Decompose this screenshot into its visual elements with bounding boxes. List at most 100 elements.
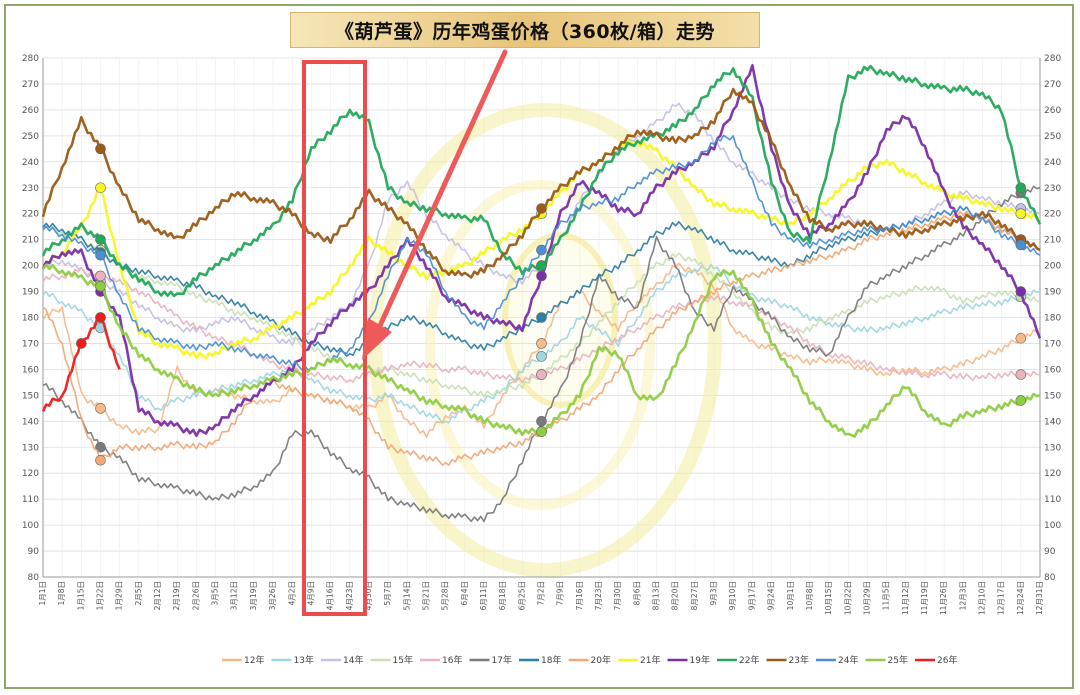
series-marker-25年 (1015, 395, 1027, 406)
series-marker-26年 (76, 338, 87, 349)
x-tick-label: 3月19日 (249, 581, 258, 610)
x-tick-label: 8月27日 (690, 581, 699, 610)
y-tick-label-right: 280 (1044, 54, 1061, 64)
x-tick-label: 2月19日 (172, 581, 181, 610)
series-marker-17年 (95, 441, 106, 453)
x-tick-label: 5月7日 (383, 581, 392, 606)
x-tick-label: 5月21日 (421, 581, 430, 610)
x-tick-label: 10月22日 (843, 581, 852, 615)
series-marker-12年 (536, 338, 547, 349)
y-tick-label-left: 180 (22, 314, 39, 324)
x-tick-label: 9月17日 (747, 581, 756, 610)
y-tick-label-right: 220 (1044, 210, 1061, 220)
series-marker-13年 (536, 351, 547, 362)
watermark-logo (368, 103, 722, 577)
x-tick-label: 4月2日 (287, 581, 296, 606)
chart-title: 《葫芦蛋》历年鸡蛋价格（360枚/箱）走势 (334, 20, 716, 43)
y-tick-label-left: 90 (28, 547, 40, 557)
legend-label-22年: 22年 (739, 654, 759, 666)
y-tick-label-right: 270 (1044, 80, 1061, 90)
legend-label-17年: 17年 (492, 654, 512, 666)
y-tick-label-left: 150 (22, 391, 39, 401)
y-tick-label-left: 120 (22, 469, 39, 479)
x-tick-label: 7月16日 (575, 581, 584, 610)
x-tick-label: 11月5日 (882, 581, 891, 610)
y-tick-label-right: 240 (1044, 158, 1061, 168)
x-tick-label: 4月23日 (345, 581, 354, 610)
y-tick-label-right: 210 (1044, 236, 1061, 246)
y-tick-label-right: 150 (1044, 391, 1061, 401)
y-tick-label-left: 230 (22, 184, 39, 194)
x-tick-label: 7月23日 (594, 581, 603, 610)
x-tick-label: 4月16日 (326, 581, 335, 610)
x-tick-label: 12月10日 (977, 581, 986, 615)
legend-label-19年: 19年 (690, 654, 710, 666)
x-tick-label: 1月29日 (115, 581, 124, 610)
y-tick-label-right: 110 (1044, 495, 1061, 505)
series-marker-21年 (1015, 208, 1027, 219)
y-tick-label-left: 200 (22, 262, 39, 272)
series-marker-16年 (95, 270, 106, 282)
y-tick-label-left: 250 (22, 132, 39, 142)
series-marker-23年 (536, 203, 547, 214)
series-lines (41, 64, 1042, 523)
x-tick-label: 2月26日 (191, 581, 200, 610)
y-tick-label-left: 80 (28, 573, 40, 583)
series-marker-21年 (95, 182, 106, 194)
series-marker-12年 (1015, 332, 1027, 344)
y-tick-label-left: 240 (22, 158, 39, 168)
series-marker-16年 (1015, 369, 1027, 380)
series-marker-25年 (536, 426, 547, 437)
series-marker-20年 (95, 454, 106, 466)
x-tick-label: 11月26日 (939, 581, 948, 615)
y-tick-label-right: 80 (1044, 573, 1056, 583)
x-tick-label: 12月3日 (958, 581, 967, 610)
x-tick-label: 9月3日 (709, 581, 718, 606)
x-tick-label: 8月20日 (671, 581, 680, 610)
x-tick-label: 7月30日 (613, 581, 622, 610)
y-tick-label-left: 270 (22, 80, 39, 90)
x-tick-label: 6月4日 (460, 581, 469, 606)
y-tick-label-right: 90 (1044, 547, 1056, 557)
y-tick-label-left: 130 (22, 443, 39, 453)
x-tick-label: 9月10日 (728, 581, 737, 610)
series-marker-16年 (536, 369, 547, 380)
x-tick-label: 12月17日 (997, 581, 1006, 615)
series-marker-17年 (536, 415, 547, 427)
x-tick-label: 10月15日 (824, 581, 833, 615)
legend-label-16年: 16年 (442, 654, 462, 666)
legend-label-14年: 14年 (343, 654, 363, 666)
series-marker-23年 (95, 143, 106, 155)
x-tick-label: 4月9日 (306, 581, 315, 606)
y-tick-label-right: 160 (1044, 365, 1061, 375)
y-tick-label-right: 140 (1044, 417, 1061, 427)
y-tick-label-left: 260 (22, 106, 39, 116)
y-tick-label-right: 170 (1044, 339, 1061, 349)
y-tick-label-left: 170 (22, 339, 39, 349)
y-tick-label-right: 200 (1044, 262, 1061, 272)
series-marker-12年 (95, 403, 106, 414)
axes: 80 80 90 90 100 100 110 110 120 120 130 130 140 140 15… (22, 54, 1062, 615)
y-tick-label-right: 180 (1044, 314, 1061, 324)
series-marker-24年 (95, 249, 106, 261)
x-tick-label: 12月31日 (1035, 581, 1044, 615)
x-tick-label: 1月8日 (57, 581, 66, 606)
legend-label-18年: 18年 (541, 654, 561, 666)
legend-label-15年: 15年 (393, 654, 413, 666)
x-tick-label: 10月29日 (862, 581, 871, 615)
legend-label-23年: 23年 (789, 654, 809, 666)
legend-label-21年: 21年 (640, 654, 660, 666)
y-tick-label-left: 280 (22, 54, 39, 64)
legend-label-13年: 13年 (294, 654, 314, 666)
y-tick-label-right: 250 (1044, 132, 1061, 142)
chart-title-banner: 《葫芦蛋》历年鸡蛋价格（360枚/箱）走势 (290, 12, 760, 48)
x-tick-label: 6月11日 (479, 581, 488, 610)
x-tick-label: 3月26日 (268, 581, 277, 610)
series-marker-26年 (95, 312, 106, 323)
series-marker-22年 (1015, 182, 1027, 194)
y-tick-label-left: 140 (22, 417, 39, 427)
chart-frame (4, 4, 1074, 689)
x-tick-label: 7月9日 (556, 581, 565, 606)
series-marker-22年 (95, 234, 106, 245)
